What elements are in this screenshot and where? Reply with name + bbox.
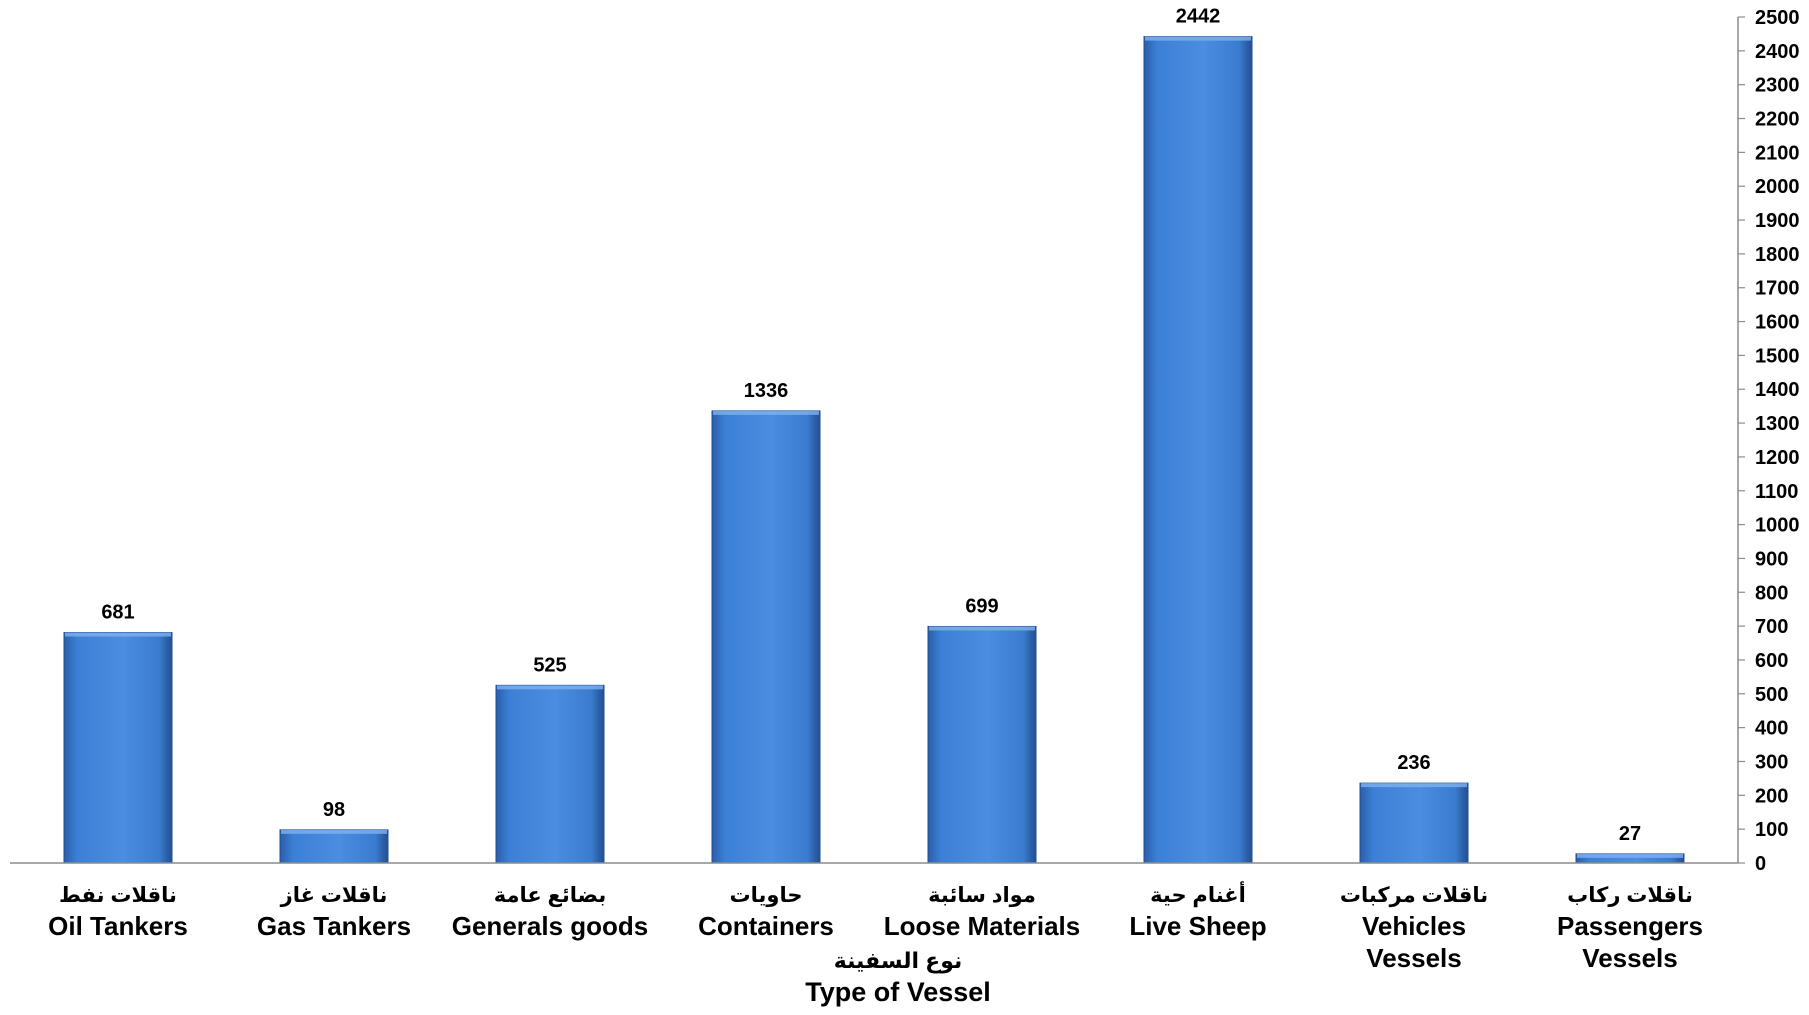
- y-tick-label: 1800: [1755, 244, 1800, 266]
- y-tick-label: 1700: [1755, 278, 1800, 300]
- bar-highlight: [281, 829, 387, 834]
- y-tick-label: 700: [1755, 616, 1788, 638]
- y-tick-label: 1600: [1755, 312, 1800, 334]
- category-label-english: Containers: [698, 911, 834, 941]
- category-label-english: Oil Tankers: [48, 911, 188, 941]
- y-tick-label: 1400: [1755, 379, 1800, 401]
- y-tick-label: 2400: [1755, 41, 1800, 63]
- data-label: 236: [1397, 752, 1430, 774]
- y-tick-label: 2300: [1755, 75, 1800, 97]
- y-tick-label: 1900: [1755, 210, 1800, 232]
- bar-highlight: [929, 626, 1035, 631]
- bar-highlight: [713, 410, 819, 415]
- bar: [495, 684, 605, 864]
- bar: [1143, 36, 1253, 864]
- category-label-arabic: ناقلات نفط: [59, 884, 177, 907]
- bar: [279, 829, 389, 864]
- y-tick-label: 800: [1755, 582, 1788, 604]
- y-tick-label: 100: [1755, 819, 1788, 841]
- category-label-arabic: بضائع عامة: [494, 884, 607, 907]
- bar-highlight: [497, 685, 603, 690]
- labels-layer: 681 ناقلات نفط Oil Tankers 98 ناقلات غاز Gas …: [48, 6, 1799, 973]
- data-label: 27: [1619, 823, 1641, 845]
- category-label-english: Vessels: [1582, 943, 1677, 973]
- y-tick-label: 200: [1755, 785, 1788, 807]
- x-axis-title-arabic: نوع السفينة: [834, 948, 963, 974]
- category-label-arabic: ناقلات مركبات: [1340, 884, 1488, 907]
- data-label: 1336: [744, 380, 789, 402]
- bar-highlight: [1145, 36, 1251, 41]
- y-tick-label: 500: [1755, 684, 1788, 706]
- bar: [1359, 782, 1469, 864]
- data-label: 681: [101, 602, 134, 624]
- bar: [711, 410, 821, 864]
- y-tick-label: 0: [1755, 853, 1766, 875]
- bars-layer: [63, 36, 1685, 864]
- bar-highlight: [1361, 783, 1467, 788]
- bar: [63, 632, 173, 864]
- data-label: 699: [965, 595, 998, 617]
- y-tick-label: 1500: [1755, 345, 1800, 367]
- y-tick-label: 900: [1755, 548, 1788, 570]
- data-label: 525: [533, 654, 566, 676]
- category-label-arabic: أغنام حية: [1150, 880, 1246, 907]
- y-tick-label: 1000: [1755, 515, 1800, 537]
- category-label-english: Gas Tankers: [257, 911, 411, 941]
- category-label-english: Passengers: [1557, 911, 1703, 941]
- y-tick-label: 1300: [1755, 413, 1800, 435]
- y-tick-label: 1100: [1755, 481, 1798, 503]
- category-label-english: Loose Materials: [884, 911, 1081, 941]
- y-tick-label: 400: [1755, 718, 1788, 740]
- y-tick-label: 2000: [1755, 176, 1800, 198]
- category-label-english: Vehicles: [1362, 911, 1466, 941]
- data-label: 2442: [1176, 6, 1221, 28]
- y-tick-label: 2100: [1755, 142, 1800, 164]
- category-label-arabic: مواد سائبة: [928, 884, 1036, 907]
- category-label-arabic: حاويات: [730, 884, 803, 907]
- axes-layer: [10, 16, 1745, 864]
- category-label-english: Generals goods: [452, 911, 649, 941]
- data-label: 98: [323, 799, 345, 821]
- category-label-english: Vessels: [1366, 943, 1461, 973]
- bar: [927, 625, 1037, 864]
- y-tick-label: 600: [1755, 650, 1788, 672]
- y-tick-label: 1200: [1755, 447, 1800, 469]
- category-label-arabic: ناقلات غاز: [280, 884, 388, 907]
- bar-highlight: [65, 632, 171, 637]
- category-label-english: Live Sheep: [1129, 911, 1266, 941]
- y-tick-label: 2500: [1755, 7, 1800, 29]
- x-axis-title-english: Type of Vessel: [805, 977, 991, 1007]
- y-tick-label: 2200: [1755, 109, 1800, 131]
- y-tick-label: 300: [1755, 751, 1788, 773]
- category-label-arabic: ناقلات ركاب: [1567, 884, 1693, 907]
- bar-highlight: [1577, 853, 1683, 858]
